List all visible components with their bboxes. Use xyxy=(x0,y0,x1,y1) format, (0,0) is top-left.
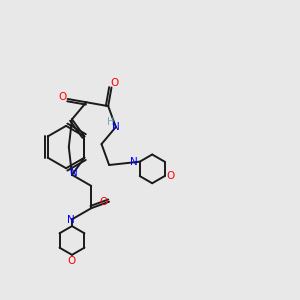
Text: N: N xyxy=(70,168,77,178)
Text: O: O xyxy=(67,256,75,266)
Text: N: N xyxy=(130,157,138,167)
Text: O: O xyxy=(58,92,67,102)
Text: O: O xyxy=(110,78,118,88)
Text: O: O xyxy=(167,171,175,181)
Text: N: N xyxy=(67,215,75,225)
Text: N: N xyxy=(112,122,120,132)
Text: O: O xyxy=(99,197,107,207)
Text: H: H xyxy=(107,117,114,127)
